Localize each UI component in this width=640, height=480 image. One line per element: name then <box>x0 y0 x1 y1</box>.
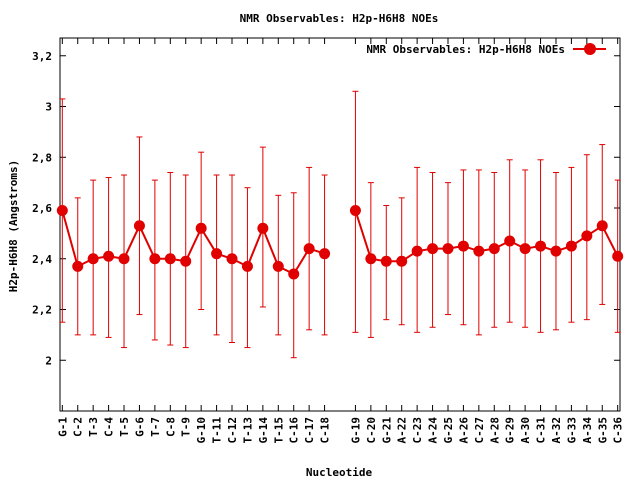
x-tick-label: G-14 <box>257 417 270 444</box>
data-point <box>473 245 485 257</box>
data-point <box>519 243 531 255</box>
x-tick-label: G-6 <box>133 417 146 437</box>
data-point <box>442 243 454 255</box>
data-point <box>581 230 593 242</box>
data-point <box>488 243 500 255</box>
y-axis-label: H2p-H6H8 (Angstroms) <box>7 160 20 292</box>
x-tick-label: A-24 <box>427 417 440 444</box>
x-tick-label: C-27 <box>473 417 486 444</box>
data-point <box>504 235 516 247</box>
data-point <box>365 253 377 265</box>
data-point <box>396 255 408 267</box>
data-point <box>565 240 577 252</box>
data-point <box>103 250 115 262</box>
data-point <box>87 253 99 265</box>
data-point <box>319 248 331 260</box>
x-tick-label: C-16 <box>288 417 301 444</box>
x-tick-label: G-21 <box>380 417 393 444</box>
series-line <box>61 210 325 276</box>
x-tick-label: C-18 <box>319 417 332 444</box>
x-tick-label: A-30 <box>519 417 532 444</box>
data-point <box>303 243 315 255</box>
data-point <box>195 222 207 234</box>
data-point <box>164 253 176 265</box>
data-point <box>118 253 130 265</box>
data-point <box>411 245 423 257</box>
data-point <box>550 245 562 257</box>
x-tick-label: T-13 <box>241 417 254 444</box>
data-point <box>272 260 284 272</box>
y-tick-label: 2,2 <box>32 304 52 317</box>
data-point <box>612 250 624 262</box>
x-tick-label: C-36 <box>612 417 625 444</box>
y-tick-label: 2 <box>45 354 52 367</box>
series-layer <box>56 90 624 359</box>
x-tick-label: T-5 <box>118 417 131 437</box>
y-axis-ticks: 2 2,2 2,4 2,6 2,8 3 3,2 <box>32 50 620 367</box>
y-tick-label: 3,2 <box>32 50 52 63</box>
data-point <box>180 255 192 267</box>
x-tick-label: C-20 <box>365 417 378 444</box>
data-point <box>349 205 361 217</box>
x-tick-label: G-1 <box>56 417 69 437</box>
x-tick-label: C-31 <box>535 417 548 444</box>
data-point <box>149 253 161 265</box>
x-tick-label: C-2 <box>72 417 85 437</box>
series-line <box>354 210 619 263</box>
x-tick-label: C-23 <box>411 417 424 444</box>
data-point <box>257 222 269 234</box>
x-tick-label: A-28 <box>488 417 501 444</box>
x-tick-label: T-3 <box>87 417 100 437</box>
data-point <box>241 260 253 272</box>
plot-frame <box>59 37 621 412</box>
x-tick-label: T-15 <box>272 417 285 444</box>
x-tick-label: C-12 <box>226 417 239 444</box>
x-tick-label: A-22 <box>396 417 409 444</box>
x-axis-ticks: G-1 C-2 T-3 C-4 T-5 G-6 T-7 C-8 T-9 G-10 T-11 C-12 T… <box>56 38 625 444</box>
data-point <box>133 220 145 232</box>
x-tick-label: G-19 <box>349 417 362 444</box>
x-tick-label: T-9 <box>180 417 193 437</box>
data-point <box>380 255 392 267</box>
x-axis-label: Nucleotide <box>306 466 373 479</box>
x-tick-label: G-10 <box>195 417 208 444</box>
chart-title: NMR Observables: H2p-H6H8 NOEs <box>240 12 439 25</box>
x-tick-label: T-11 <box>211 417 224 444</box>
legend-marker <box>584 43 596 55</box>
data-point <box>596 220 608 232</box>
data-point <box>56 205 68 217</box>
y-tick-label: 2,6 <box>32 202 52 215</box>
x-tick-label: T-7 <box>149 417 162 437</box>
y-tick-label: 3 <box>45 101 52 114</box>
x-tick-label: A-32 <box>550 417 563 444</box>
y-tick-label: 2,8 <box>32 151 52 164</box>
data-point <box>427 243 439 255</box>
legend: NMR Observables: H2p-H6H8 NOEs <box>366 43 606 56</box>
x-tick-label: G-25 <box>442 417 455 444</box>
data-point <box>288 268 300 280</box>
x-tick-label: C-8 <box>164 417 177 437</box>
x-tick-label: A-26 <box>457 417 470 444</box>
data-point <box>535 240 547 252</box>
data-point <box>72 260 84 272</box>
x-tick-label: C-4 <box>103 417 116 437</box>
data-point <box>457 240 469 252</box>
x-tick-label: C-17 <box>303 417 316 444</box>
data-point <box>226 253 238 265</box>
x-tick-label: G-29 <box>504 417 517 444</box>
x-tick-label: A-34 <box>581 417 594 444</box>
y-tick-label: 2,4 <box>32 253 52 266</box>
data-point <box>211 248 223 260</box>
x-tick-label: G-35 <box>596 417 609 444</box>
legend-label: NMR Observables: H2p-H6H8 NOEs <box>366 43 565 56</box>
x-tick-label: G-33 <box>565 417 578 444</box>
